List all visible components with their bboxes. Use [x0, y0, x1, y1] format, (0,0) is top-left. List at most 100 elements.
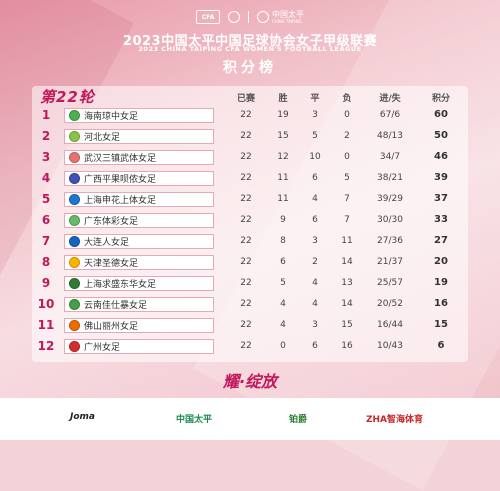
played-cell: 22	[240, 257, 252, 267]
drawn-cell: 4	[312, 299, 318, 309]
team-crest-icon	[69, 278, 80, 289]
sponsor-china-taiping: 中国太平	[176, 415, 213, 425]
won-cell: 19	[277, 110, 289, 120]
team-name: 大连人女足	[84, 238, 130, 248]
goals-cell: 21/37	[377, 257, 403, 267]
points-cell: 19	[434, 277, 448, 288]
rank-number: 4	[41, 171, 51, 185]
rank-number: 6	[41, 213, 51, 227]
points-cell: 16	[434, 298, 448, 309]
team-name: 广西平果呗侬女足	[84, 175, 157, 185]
team-crest-icon	[69, 110, 80, 121]
sponsor-zhiha: ZHA智海体育	[366, 415, 424, 425]
points-cell: 46	[434, 151, 448, 162]
drawn-cell: 4	[312, 278, 318, 288]
drawn-cell: 10	[309, 152, 321, 162]
lost-cell: 11	[341, 236, 353, 246]
lost-cell: 15	[341, 320, 353, 330]
played-cell: 22	[240, 341, 252, 351]
table-row: 3 武汉三镇武体女足 22 12 10 0 34/7 46	[0, 148, 500, 167]
team-crest-icon	[69, 131, 80, 142]
rank-number: 1	[41, 108, 51, 122]
drawn-cell: 3	[312, 110, 318, 120]
rank-number: 9	[41, 276, 51, 290]
standings-header-row: 已赛 胜 平 负 进/失 积分	[0, 91, 500, 105]
team-name: 广东体彩女足	[84, 217, 139, 227]
played-cell: 22	[240, 110, 252, 120]
drawn-cell: 4	[312, 194, 318, 204]
column-header-lost: 负	[342, 94, 352, 104]
goals-cell: 39/29	[377, 194, 403, 204]
goals-cell: 48/13	[377, 131, 403, 141]
lost-cell: 7	[344, 194, 350, 204]
rank-number: 5	[41, 192, 51, 206]
points-cell: 6	[437, 340, 445, 351]
column-header-won: 胜	[278, 94, 288, 104]
points-cell: 33	[434, 214, 448, 225]
points-cell: 50	[434, 130, 448, 141]
rank-number: 7	[41, 234, 51, 248]
played-cell: 22	[240, 194, 252, 204]
goals-cell: 16/44	[377, 320, 403, 330]
lost-cell: 13	[341, 278, 353, 288]
lost-cell: 16	[341, 341, 353, 351]
points-cell: 37	[434, 193, 448, 204]
lost-cell: 2	[344, 131, 350, 141]
lost-cell: 14	[341, 257, 353, 267]
drawn-cell: 2	[312, 257, 318, 267]
team-name: 云南佳仕暴女足	[84, 301, 148, 311]
team-name: 上海申花上体女足	[84, 196, 157, 206]
points-cell: 60	[434, 109, 448, 120]
goals-cell: 10/43	[377, 341, 403, 351]
table-row: 2 河北女足 22 15 5 2 48/13 50	[0, 127, 500, 146]
team-crest-icon	[69, 236, 80, 247]
rank-number: 8	[41, 255, 51, 269]
points-cell: 39	[434, 172, 448, 183]
team-crest-icon	[69, 299, 80, 310]
team-cell: 上海求盛东华女足	[64, 276, 214, 291]
sponsor-joma: Joma	[70, 412, 95, 422]
china-taiping-logo: 中国太平 CHINA TAIPING	[257, 10, 304, 24]
drawn-cell: 3	[312, 236, 318, 246]
goals-cell: 20/52	[377, 299, 403, 309]
table-row: 4 广西平果呗侬女足 22 11 6 5 38/21 39	[0, 169, 500, 188]
team-cell: 上海申花上体女足	[64, 192, 214, 207]
rank-number: 11	[37, 318, 55, 332]
team-crest-icon	[69, 215, 80, 226]
team-name: 佛山丽州女足	[84, 322, 139, 332]
team-cell: 佛山丽州女足	[64, 318, 214, 333]
lost-cell: 7	[344, 215, 350, 225]
goals-cell: 67/6	[379, 110, 401, 120]
team-crest-icon	[69, 341, 80, 352]
column-header-played: 已赛	[236, 94, 255, 104]
drawn-cell: 6	[312, 215, 318, 225]
team-cell: 天津圣德女足	[64, 255, 214, 270]
team-cell: 武汉三镇武体女足	[64, 150, 214, 165]
team-name: 海南琼中女足	[84, 112, 139, 122]
slogan: 耀·绽放	[222, 372, 278, 391]
china-taiping-emblem-icon	[257, 11, 269, 23]
lost-cell: 5	[344, 173, 350, 183]
team-name: 上海求盛东华女足	[84, 280, 157, 290]
league-subtitle: 2023 CHINA TAIPING CFA WOMEN'S FOOTBALL …	[138, 45, 362, 53]
points-cell: 27	[434, 235, 448, 246]
drawn-cell: 6	[312, 173, 318, 183]
team-name: 广州女足	[84, 343, 121, 353]
column-header-goals: 进/失	[379, 94, 401, 104]
team-crest-icon	[69, 320, 80, 331]
won-cell: 0	[280, 341, 286, 351]
table-row: 9 上海求盛东华女足 22 5 4 13 25/57 19	[0, 274, 500, 293]
logo-divider	[248, 11, 249, 23]
team-cell: 海南琼中女足	[64, 108, 214, 123]
table-row: 11 佛山丽州女足 22 4 3 15 16/44 15	[0, 316, 500, 335]
played-cell: 22	[240, 152, 252, 162]
won-cell: 6	[280, 257, 286, 267]
table-row: 8 天津圣德女足 22 6 2 14 21/37 20	[0, 253, 500, 272]
lost-cell: 0	[344, 110, 350, 120]
rank-number: 10	[37, 297, 55, 311]
drawn-cell: 6	[312, 341, 318, 351]
goals-cell: 30/30	[377, 215, 403, 225]
team-crest-icon	[69, 173, 80, 184]
points-cell: 15	[434, 319, 448, 330]
played-cell: 22	[240, 320, 252, 330]
